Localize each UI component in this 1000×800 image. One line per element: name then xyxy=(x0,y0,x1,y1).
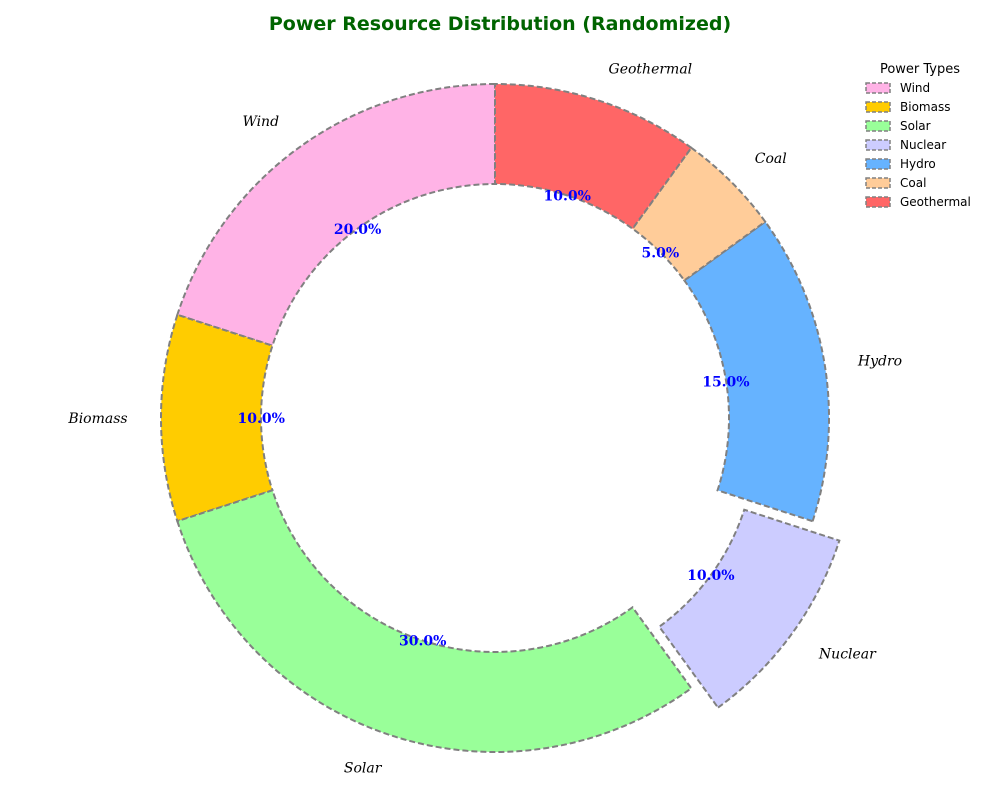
chart-title: Power Resource Distribution (Randomized) xyxy=(269,13,731,35)
slices-group xyxy=(160,82,841,753)
legend-label-nuclear: Nuclear xyxy=(900,138,946,152)
slice-geothermal xyxy=(494,82,693,231)
percent-label-solar: 30.0% xyxy=(399,633,446,649)
legend-label-biomass: Biomass xyxy=(900,100,950,114)
percent-label-geothermal: 10.0% xyxy=(544,189,591,205)
legend-swatch-biomass xyxy=(865,101,891,113)
legend-title: Power Types xyxy=(880,62,960,77)
legend-label-hydro: Hydro xyxy=(900,157,936,171)
category-label-biomass: Biomass xyxy=(67,411,127,427)
legend-label-coal: Coal xyxy=(900,176,926,190)
category-label-coal: Coal xyxy=(755,151,787,167)
slice-hydro xyxy=(682,220,830,523)
legend-label-wind: Wind xyxy=(900,81,930,95)
legend-swatch-geothermal xyxy=(865,196,891,208)
legend-swatch-coal xyxy=(865,177,891,189)
percent-label-coal: 5.0% xyxy=(641,246,679,262)
legend-label-geothermal: Geothermal xyxy=(900,195,971,209)
legend-swatch-nuclear xyxy=(865,139,891,151)
percent-label-biomass: 10.0% xyxy=(237,411,284,427)
legend: Power Types Wind Biomass Solar Nuclear Hydro… xyxy=(865,62,971,209)
percent-label-nuclear: 10.0% xyxy=(687,568,734,584)
percent-label-hydro: 15.0% xyxy=(702,374,749,390)
labels-group: Wind 20.0% Biomass 10.0% Solar 30.0% Nuclear 10… xyxy=(67,62,902,777)
category-label-geothermal: Geothermal xyxy=(609,62,693,78)
legend-label-solar: Solar xyxy=(900,119,931,133)
category-label-wind: Wind xyxy=(242,114,279,130)
slice-solar xyxy=(176,489,693,753)
legend-swatch-solar xyxy=(865,120,891,132)
slice-nuclear xyxy=(657,508,841,710)
legend-swatch-wind xyxy=(865,82,891,94)
legend-swatch-hydro xyxy=(865,158,891,170)
slice-wind xyxy=(176,82,496,347)
category-label-solar: Solar xyxy=(344,760,383,776)
category-label-hydro: Hydro xyxy=(857,354,902,370)
category-label-nuclear: Nuclear xyxy=(818,646,877,662)
percent-label-wind: 20.0% xyxy=(334,222,381,238)
